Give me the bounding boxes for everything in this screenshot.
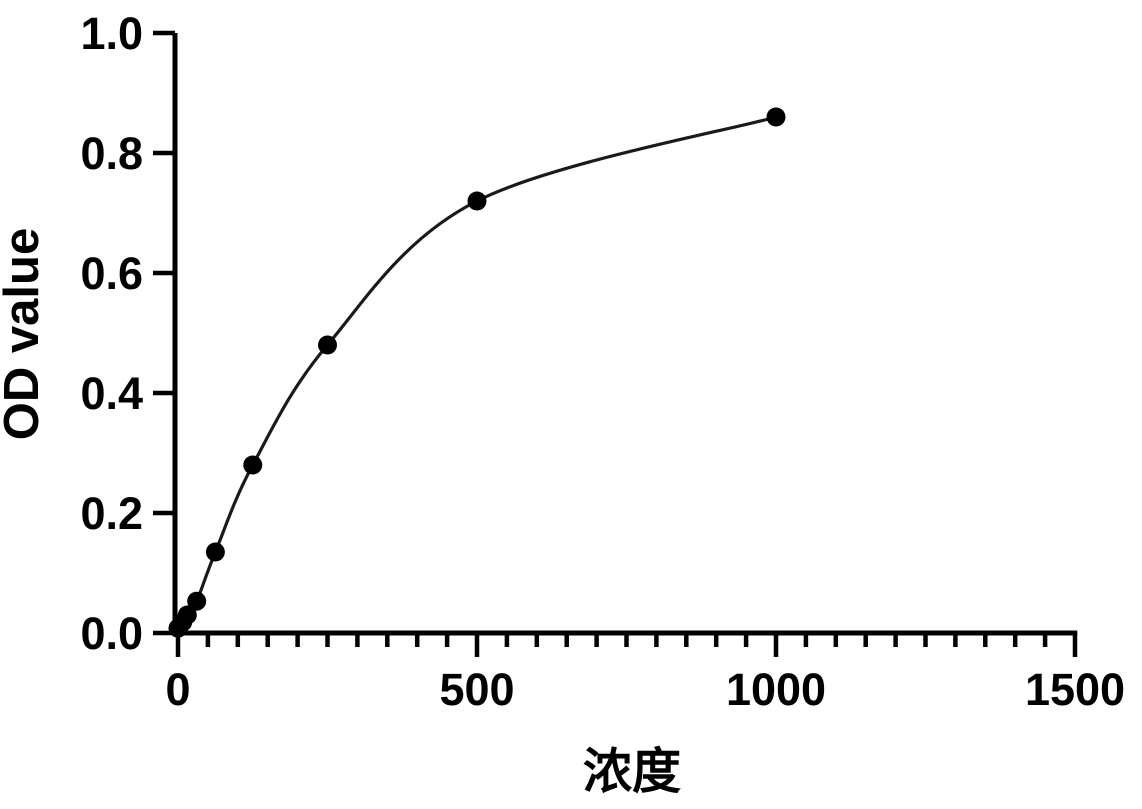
data-point-marker [766, 107, 786, 127]
x-tick-label: 1000 [726, 664, 826, 715]
y-tick-label: 0.0 [80, 608, 143, 659]
x-tick-label: 1500 [1025, 664, 1125, 715]
x-tick-label: 0 [165, 664, 190, 715]
x-axis-tick-labels: 0 500 1000 1500 [165, 664, 1125, 715]
x-axis-ticks [175, 633, 1078, 657]
data-point-marker [318, 335, 337, 355]
axes [172, 33, 1078, 636]
y-tick-label: 0.4 [80, 368, 143, 419]
x-axis-title: 浓度 [583, 745, 681, 799]
y-tick-label: 0.6 [80, 248, 143, 299]
data-point-marker [177, 605, 197, 625]
x-tick-label: 500 [439, 664, 514, 715]
y-tick-label: 0.8 [80, 128, 143, 179]
data-point-marker [205, 542, 225, 562]
y-axis-tick-labels: 0.0 0.2 0.4 0.6 0.8 1.0 [80, 8, 143, 659]
y-axis-title: OD value [0, 228, 49, 440]
data-point-marker [243, 455, 263, 475]
data-point-marker [187, 591, 207, 611]
data-points [168, 107, 786, 638]
y-tick-label: 0.2 [80, 488, 143, 539]
y-tick-label: 1.0 [80, 8, 143, 59]
y-axis-ticks [153, 30, 175, 636]
data-point-marker [467, 191, 487, 211]
